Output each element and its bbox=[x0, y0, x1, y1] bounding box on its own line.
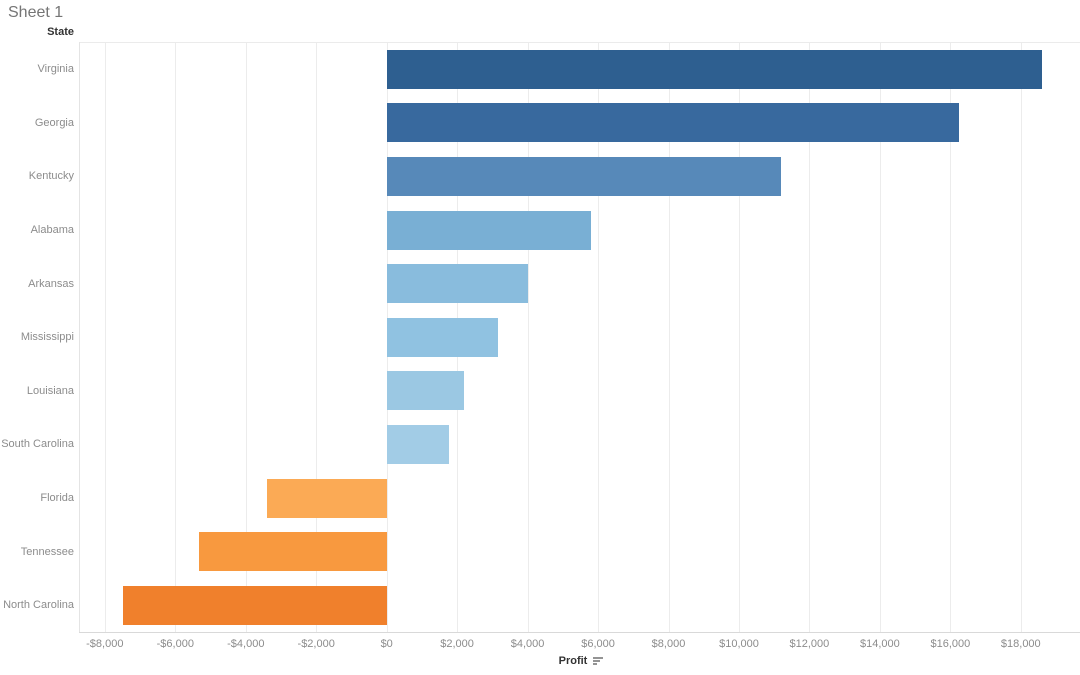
bar-arkansas[interactable] bbox=[386, 264, 528, 304]
gridline bbox=[668, 43, 670, 632]
row-label-georgia[interactable]: Georgia bbox=[34, 116, 74, 129]
x-tick-label: $18,000 bbox=[1000, 638, 1041, 650]
row-label-tennessee[interactable]: Tennessee bbox=[20, 545, 74, 558]
plot-top-border bbox=[79, 42, 1080, 43]
row-label-mississippi[interactable]: Mississippi bbox=[20, 331, 74, 344]
gridline bbox=[245, 43, 247, 632]
x-tick-label: $4,000 bbox=[510, 638, 545, 650]
gridline bbox=[1020, 43, 1022, 632]
row-label-south-carolina[interactable]: South Carolina bbox=[1, 438, 74, 451]
gridline bbox=[104, 43, 106, 632]
gridline bbox=[598, 43, 600, 632]
x-tick-label: $10,000 bbox=[719, 638, 759, 650]
gridline bbox=[879, 43, 881, 632]
bar-louisiana[interactable] bbox=[386, 371, 465, 411]
bar-tennessee[interactable] bbox=[198, 532, 387, 572]
gridline bbox=[950, 43, 952, 632]
x-axis-title-group: Profit bbox=[83, 655, 1080, 667]
x-tick-label: -$8,000 bbox=[86, 638, 124, 650]
x-tick-label: -$6,000 bbox=[156, 638, 194, 650]
x-tick-label: $2,000 bbox=[440, 638, 474, 650]
row-label-arkansas[interactable]: Arkansas bbox=[28, 277, 74, 290]
x-tick-label: $8,000 bbox=[651, 638, 686, 650]
bar-virginia[interactable] bbox=[386, 49, 1042, 89]
row-axis-rule bbox=[79, 42, 80, 632]
gridline bbox=[316, 43, 318, 632]
bar-south-carolina[interactable] bbox=[386, 424, 449, 464]
gridline bbox=[739, 43, 740, 632]
x-tick-label: $0 bbox=[380, 638, 393, 650]
bar-kentucky[interactable] bbox=[386, 157, 782, 196]
bar-florida[interactable] bbox=[266, 478, 387, 518]
bar-mississippi[interactable] bbox=[386, 317, 499, 357]
row-label-florida[interactable]: Florida bbox=[40, 491, 74, 504]
bar-georgia[interactable] bbox=[386, 103, 960, 143]
sheet-title: Sheet 1 bbox=[8, 4, 64, 21]
x-axis-title: Profit bbox=[558, 655, 588, 667]
x-tick-label: $14,000 bbox=[860, 638, 900, 650]
row-label-alabama[interactable]: Alabama bbox=[30, 224, 74, 237]
x-tick-label: -$2,000 bbox=[297, 638, 335, 650]
gridline bbox=[527, 43, 529, 632]
gridline bbox=[175, 43, 177, 632]
sort-descending-icon[interactable] bbox=[592, 656, 604, 666]
gridline bbox=[809, 43, 811, 632]
x-tick-label: $16,000 bbox=[930, 638, 971, 650]
x-tick-label: -$4,000 bbox=[227, 638, 265, 650]
x-axis-line bbox=[79, 632, 1080, 633]
row-label-virginia[interactable]: Virginia bbox=[37, 63, 75, 76]
x-tick-label: $12,000 bbox=[789, 638, 830, 650]
row-label-louisiana[interactable]: Louisiana bbox=[26, 384, 74, 397]
x-tick-label: $6,000 bbox=[581, 638, 615, 650]
bar-north-carolina[interactable] bbox=[122, 585, 387, 625]
row-label-kentucky[interactable]: Kentucky bbox=[28, 170, 74, 183]
row-axis-header[interactable]: State bbox=[47, 26, 74, 38]
bar-alabama[interactable] bbox=[386, 210, 591, 250]
row-label-north-carolina[interactable]: North Carolina bbox=[3, 599, 74, 612]
